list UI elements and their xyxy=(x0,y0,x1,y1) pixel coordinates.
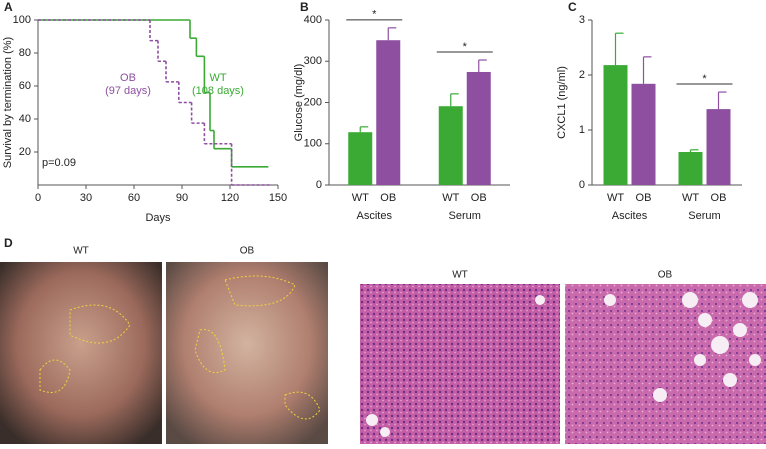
y-tick-label: 40 xyxy=(19,113,31,125)
y-tick-label: 100 xyxy=(13,14,31,26)
x-tick-label: 0 xyxy=(35,192,41,204)
bar-label: OB xyxy=(711,192,727,204)
y-axis-label: Survival by termination (%) xyxy=(2,37,14,168)
annotation: p=0.09 xyxy=(42,157,76,169)
bar xyxy=(678,152,703,185)
x-tick-label: 120 xyxy=(221,192,239,204)
y-tick-label: 2 xyxy=(579,69,585,81)
bar xyxy=(438,106,463,185)
x-tick-label: 60 xyxy=(128,192,140,204)
y-tick-label: 300 xyxy=(304,55,322,67)
bar xyxy=(348,132,373,185)
bar-label: OB xyxy=(380,192,396,204)
image-label: WT xyxy=(452,270,468,281)
x-tick-label: Serum xyxy=(688,210,720,222)
y-tick-label: 1 xyxy=(579,124,585,136)
bar xyxy=(466,71,491,185)
y-tick-label: 400 xyxy=(304,14,322,26)
image-label: WT xyxy=(73,246,89,257)
series-annotation: (108 days) xyxy=(192,85,244,97)
x-tick-label: Ascites xyxy=(612,210,648,222)
series-label: OB xyxy=(120,72,136,84)
series-label: WT xyxy=(209,72,226,84)
image-label: OB xyxy=(240,246,255,257)
x-tick-label: 150 xyxy=(269,192,287,204)
y-tick-label: 20 xyxy=(19,146,31,158)
y-tick-label: 100 xyxy=(304,138,322,150)
bar-label: WT xyxy=(352,192,369,204)
photo-panels xyxy=(0,262,766,444)
photo-ob xyxy=(166,262,328,444)
bar-label: WT xyxy=(682,192,699,204)
bar-label: OB xyxy=(636,192,652,204)
x-tick-label: Ascites xyxy=(357,210,393,222)
panel-label: A xyxy=(4,0,13,14)
y-tick-label: 200 xyxy=(304,96,322,108)
significance-label: * xyxy=(463,41,468,53)
y-axis-label: CXCL1 (ng/ml) xyxy=(556,66,568,139)
x-tick-label: 30 xyxy=(80,192,92,204)
bar xyxy=(631,83,656,185)
panel-label: B xyxy=(300,0,309,14)
y-tick-label: 60 xyxy=(19,80,31,92)
series-annotation: (97 days) xyxy=(105,85,151,97)
bar-label: WT xyxy=(442,192,459,204)
bar-label: OB xyxy=(471,192,487,204)
y-axis-label: Glucose (mg/dl) xyxy=(293,64,305,142)
tumor-outline xyxy=(194,275,321,420)
image-label: OB xyxy=(658,270,673,281)
x-tick-label: Serum xyxy=(449,210,481,222)
y-tick-label: 0 xyxy=(579,179,585,191)
panel-label: D xyxy=(4,236,13,250)
x-axis-label: Days xyxy=(145,212,171,224)
y-tick-label: 80 xyxy=(19,47,31,59)
x-tick-label: 90 xyxy=(176,192,188,204)
bar xyxy=(603,65,628,185)
tumor-outline xyxy=(39,304,131,393)
y-tick-label: 0 xyxy=(316,179,322,191)
significance-label: * xyxy=(702,73,707,85)
adipocytes xyxy=(366,292,761,437)
photo-wt xyxy=(0,262,162,444)
panel-label: C xyxy=(568,0,577,14)
bar xyxy=(706,109,731,185)
histology-ob xyxy=(565,284,766,444)
bar xyxy=(376,40,401,186)
bar-label: WT xyxy=(607,192,624,204)
y-tick-label: 3 xyxy=(579,14,585,26)
histology-wt xyxy=(360,284,560,444)
significance-label: * xyxy=(372,9,377,21)
